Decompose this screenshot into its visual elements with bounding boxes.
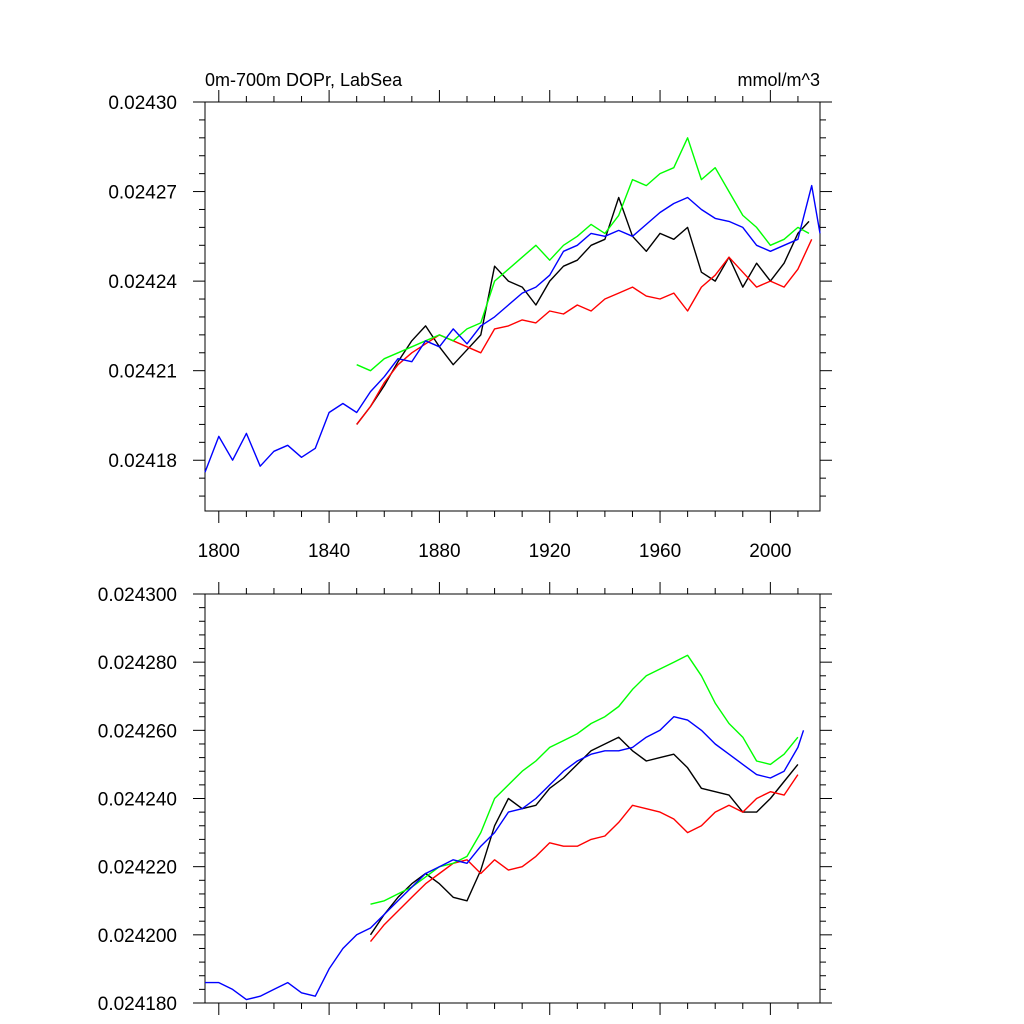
top-x-tick-label: 1840 — [308, 541, 350, 562]
top-x-tick-label: 1960 — [639, 541, 681, 562]
top-series-group — [204, 137, 821, 473]
top-units-label: mmol/m^3 — [738, 70, 820, 90]
bottom-y-tick-label: 0.024280 — [98, 653, 177, 674]
bottom-ticks: 0.024180 0.024200 0.024220 0.024240 0.024260… — [98, 582, 832, 1015]
top-series-line-1 — [356, 196, 810, 425]
bottom-series-line-1 — [369, 736, 799, 936]
top-x-tick-label: 1800 — [198, 541, 240, 562]
top-plot-frame — [204, 101, 821, 512]
bottom-y-tick-label: 0.024180 — [98, 994, 177, 1015]
bottom-y-tick-label: 0.024240 — [98, 790, 177, 811]
top-y-tick-label: 0.02418 — [108, 451, 177, 472]
bottom-series-line-3 — [370, 654, 799, 905]
top-y-tick-label: 0.02427 — [108, 183, 177, 204]
top-ticks: 1800 1840 1880 1920 1960 2000 0.02418 0.02421 0.… — [108, 90, 832, 562]
bottom-y-tick-label: 0.024220 — [98, 858, 177, 879]
top-x-tick-label: 1920 — [529, 541, 571, 562]
top-series-line-3 — [356, 137, 810, 372]
bottom-y-tick-label: 0.024300 — [98, 585, 177, 606]
top-x-tick-label: 2000 — [749, 541, 791, 562]
bottom-y-tick-label: 0.024260 — [98, 721, 177, 742]
top-y-tick-label: 0.02421 — [108, 362, 177, 383]
bottom-series-line-2 — [369, 774, 799, 943]
bottom-series-line-4 — [205, 716, 805, 1001]
bottom-series-group — [205, 654, 805, 1001]
top-series-line-4 — [204, 184, 821, 473]
bottom-plot-frame — [204, 593, 821, 1004]
top-series-line-2 — [356, 239, 813, 425]
top-panel: 0m-700m DOPr, LabSea mmol/m^3 1800 1840 18… — [108, 70, 832, 562]
top-y-tick-label: 0.02424 — [108, 272, 177, 293]
top-x-tick-label: 1880 — [418, 541, 460, 562]
top-y-tick-label: 0.02430 — [108, 93, 177, 114]
top-chart-title: 0m-700m DOPr, LabSea — [205, 70, 403, 90]
bottom-y-tick-label: 0.024200 — [98, 926, 177, 947]
bottom-panel: 0.024180 0.024200 0.024220 0.024240 0.024260… — [98, 582, 832, 1015]
